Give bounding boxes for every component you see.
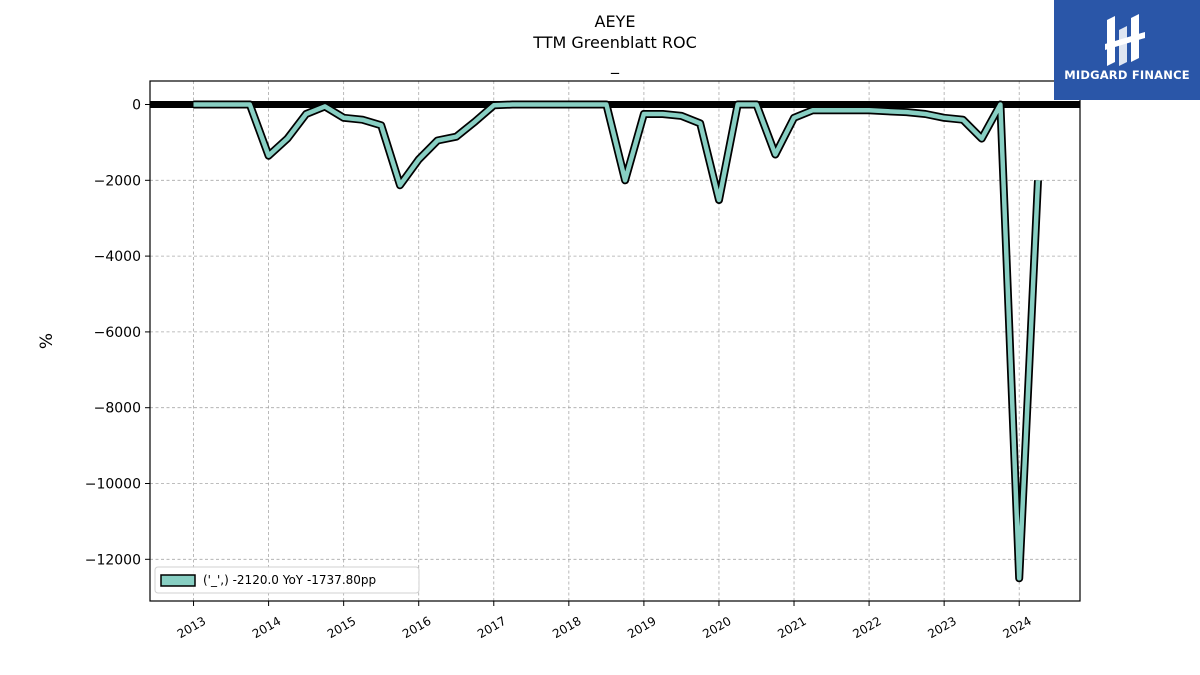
x-tick-label: 2019: [625, 614, 658, 641]
chart-title: AEYE: [595, 12, 636, 31]
legend-label: ('_',) -2120.0 YoY -1737.80pp: [203, 573, 376, 587]
series-line: [193, 102, 1041, 581]
x-tick-label: 2013: [175, 614, 208, 641]
x-tick-label: 2022: [850, 614, 883, 641]
x-tick-label: 2021: [775, 614, 808, 641]
legend-box: [154, 566, 420, 594]
chart-subtitle: TTM Greenblatt ROC: [532, 33, 697, 52]
y-tick-label: −8000: [94, 401, 141, 417]
logo-text: MIDGARD FINANCE: [1064, 68, 1190, 82]
x-tick-label: 2014: [250, 614, 283, 641]
logo-mark-icon: [1105, 14, 1145, 66]
x-tick-label: 2016: [400, 614, 433, 641]
y-tick-label: −4000: [94, 249, 141, 265]
y-axis-label: %: [37, 333, 57, 349]
series-line-outline: [193, 100, 1042, 583]
y-axis: 0 −2000 −4000 −6000 −8000 −10000 −12000: [85, 97, 150, 568]
y-tick-label: −6000: [94, 325, 141, 341]
legend: ('_',) -2120.0 YoY -1737.80pp: [154, 566, 420, 594]
x-tick-label: 2017: [475, 614, 508, 641]
grid: [150, 81, 1080, 601]
chart-subtitle-2: _: [610, 55, 620, 75]
y-tick-label: −10000: [85, 477, 141, 493]
legend-swatch: [160, 574, 196, 587]
y-tick-label: −12000: [85, 552, 141, 568]
x-tick-label: 2023: [925, 614, 958, 641]
x-axis: 2013 2014 2015 2016 2017 2018 2019 2020 2021 2022…: [175, 601, 1034, 641]
x-tick-label: 2024: [1000, 614, 1033, 641]
y-tick-label: 0: [132, 97, 141, 113]
midgard-finance-logo: MIDGARD FINANCE: [1054, 0, 1200, 100]
x-tick-label: 2020: [700, 614, 733, 641]
x-tick-label: 2018: [550, 614, 583, 641]
y-tick-label: −2000: [94, 173, 141, 189]
x-tick-label: 2015: [325, 614, 358, 641]
plot-frame: [149, 80, 1081, 602]
series-group: [193, 100, 1042, 583]
